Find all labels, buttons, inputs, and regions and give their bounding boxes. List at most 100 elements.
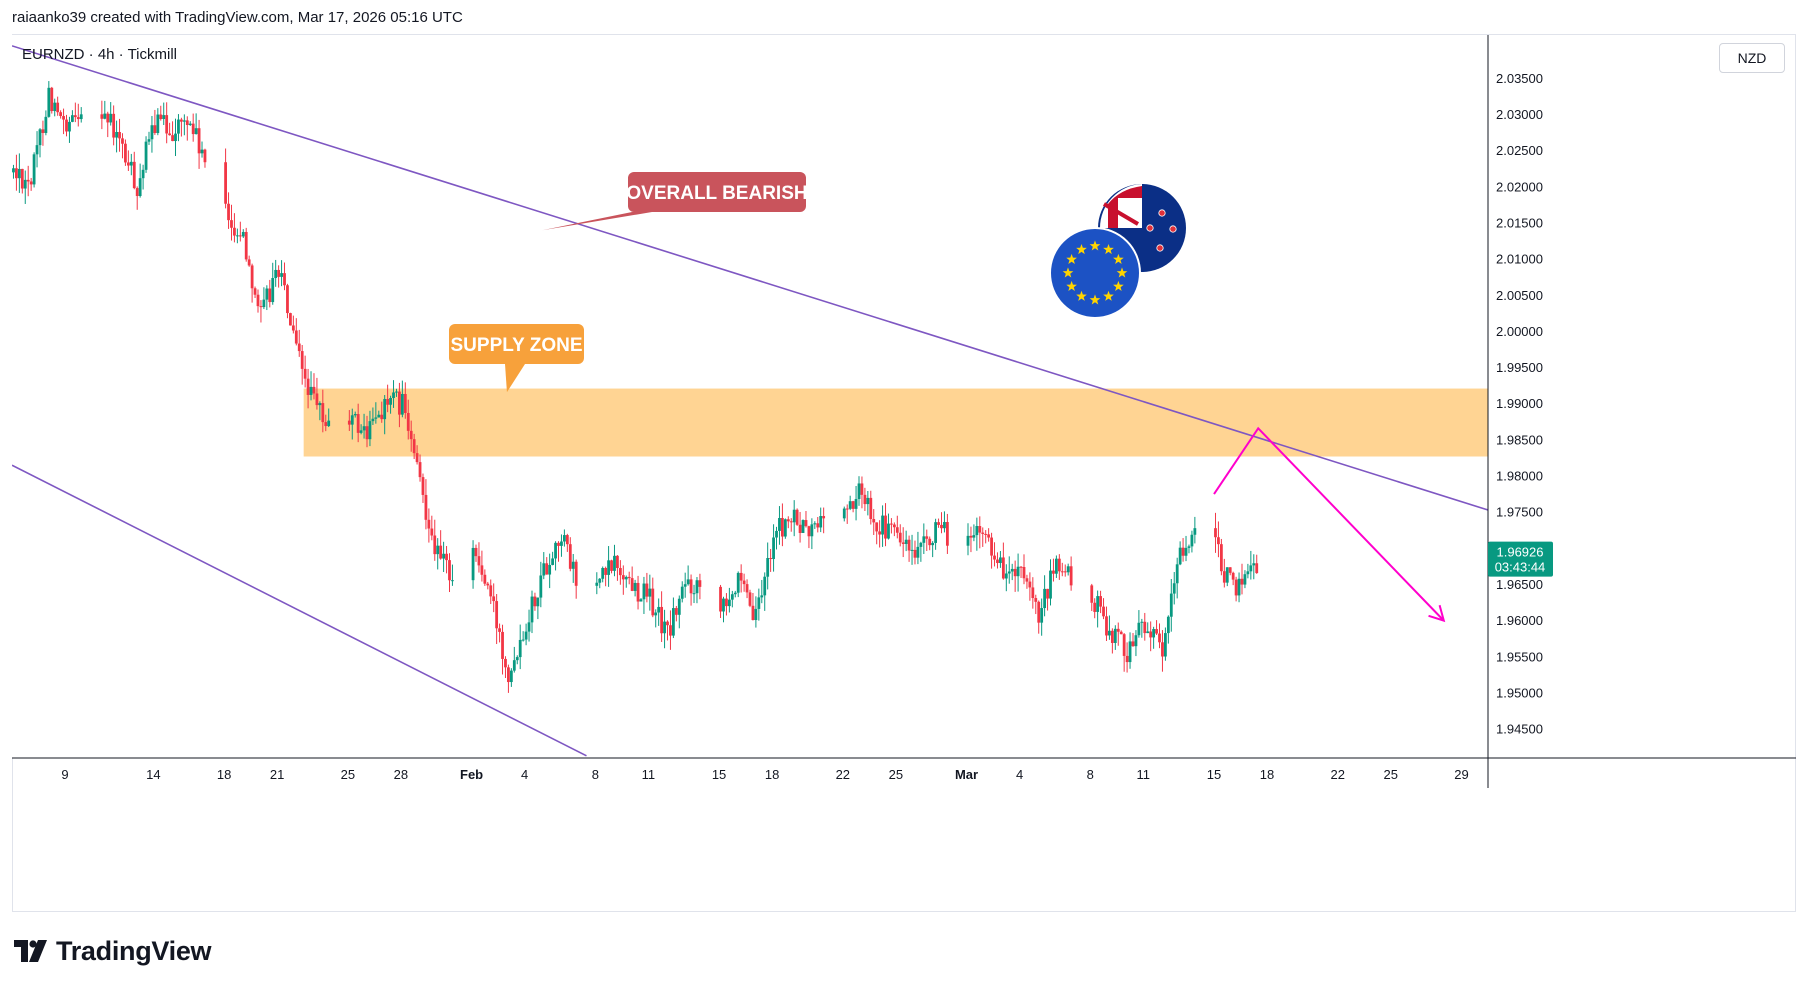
candle-body <box>1096 596 1100 612</box>
candle <box>230 204 233 241</box>
candle <box>100 100 104 130</box>
candle <box>742 573 746 592</box>
candle <box>1119 630 1123 635</box>
candle-body <box>180 119 183 122</box>
candle <box>890 518 893 534</box>
candle-body <box>763 576 767 596</box>
candle-body <box>168 133 172 136</box>
candle-body <box>845 508 849 510</box>
time-tick-label: 22 <box>836 767 850 782</box>
candle-body <box>887 523 890 539</box>
candle-body <box>778 518 781 531</box>
candle <box>421 473 425 503</box>
candle-body <box>477 556 481 566</box>
projection-arrow-line[interactable] <box>1213 426 1445 622</box>
currency-button[interactable]: NZD <box>1719 43 1785 73</box>
candle-body <box>822 516 826 519</box>
candle-body <box>191 123 195 135</box>
candle <box>507 664 510 693</box>
candle-body <box>1222 571 1226 583</box>
candle-body <box>318 403 322 406</box>
symbol-info[interactable]: EURNZD · 4h · Tickmill <box>22 46 178 63</box>
candle-body <box>813 523 817 525</box>
tradingview-logo[interactable]: TradingView <box>14 936 212 966</box>
candle <box>150 115 154 153</box>
candle-body <box>403 393 407 413</box>
candle <box>996 552 999 569</box>
candle <box>283 262 286 291</box>
candle <box>1252 554 1256 580</box>
candle-body <box>194 128 198 135</box>
candle-body <box>866 497 870 505</box>
candle <box>433 519 437 561</box>
candle <box>804 510 808 528</box>
candle-body <box>689 579 693 594</box>
overall-bearish-callout[interactable]: OVERALL BEARISH <box>542 172 808 231</box>
candle-body <box>993 555 996 560</box>
candle-body <box>878 531 882 535</box>
candle-body <box>174 133 177 142</box>
candle-body <box>683 584 687 587</box>
candle <box>990 532 993 569</box>
candle-body <box>798 524 802 533</box>
candle-body <box>907 539 911 551</box>
candle <box>1240 563 1244 595</box>
candle-body <box>73 115 77 118</box>
candle <box>557 541 560 562</box>
candle-body <box>692 593 696 595</box>
candle-body <box>875 522 879 532</box>
candle <box>554 541 557 571</box>
candle <box>350 408 354 440</box>
candle <box>669 610 672 650</box>
candle <box>686 565 690 586</box>
candle <box>536 597 540 620</box>
candle-body <box>509 670 513 683</box>
candle <box>165 102 169 144</box>
candle <box>445 545 448 574</box>
candle-body <box>436 545 440 555</box>
candle <box>286 283 289 319</box>
supply-zone-callout[interactable]: SUPPLY ZONE <box>449 324 584 393</box>
candle <box>610 559 613 574</box>
candle-body <box>892 524 896 528</box>
candle <box>147 131 151 145</box>
candle-body <box>1225 567 1229 583</box>
candle-body <box>118 131 121 139</box>
candle-body <box>415 453 419 463</box>
candle <box>739 564 743 593</box>
price-tick-label: 1.98500 <box>1496 432 1543 447</box>
candle <box>244 227 248 262</box>
upper-channel-line[interactable] <box>12 45 1488 511</box>
eu-flag-icon <box>1049 227 1141 319</box>
candle <box>194 113 198 135</box>
candle-body <box>347 420 351 425</box>
candle-body <box>483 574 487 584</box>
candle <box>15 154 18 191</box>
candle <box>551 551 555 566</box>
nz-flag-star <box>1156 244 1164 252</box>
candle <box>250 263 254 303</box>
candle-body <box>819 516 823 528</box>
lower-channel-line[interactable] <box>12 464 587 757</box>
candle-body <box>306 378 310 395</box>
candle <box>907 535 911 562</box>
candle <box>297 329 301 357</box>
price-tick-label: 2.02000 <box>1496 179 1543 194</box>
candle <box>607 546 610 587</box>
candle-body <box>47 87 51 117</box>
candle-body <box>32 154 36 185</box>
candle-body <box>259 306 263 308</box>
candle <box>1255 554 1259 574</box>
supply-zone-rect[interactable] <box>303 388 1488 457</box>
candle-body <box>280 273 283 277</box>
candle-body <box>68 121 71 132</box>
candle-body <box>474 547 478 557</box>
candle <box>748 589 752 608</box>
candle <box>680 581 684 603</box>
candle <box>171 121 174 142</box>
credit-line: raiaanko39 created with TradingView.com,… <box>12 9 463 26</box>
candle-body <box>188 123 192 126</box>
time-tick-label: Mar <box>955 767 978 782</box>
